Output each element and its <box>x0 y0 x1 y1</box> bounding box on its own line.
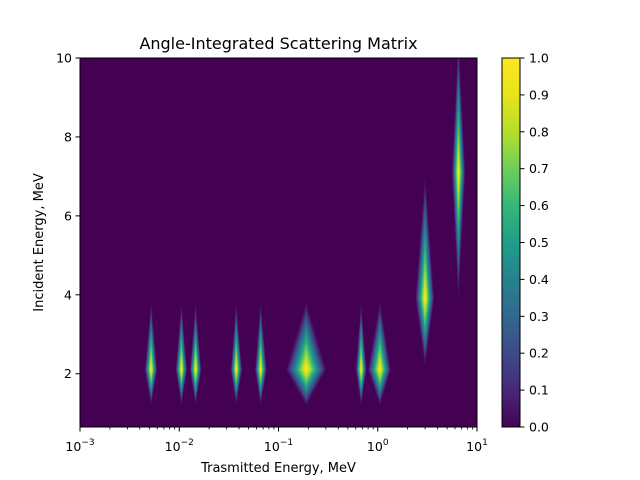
x-axis-label: Trasmitted Energy, MeV <box>200 461 356 476</box>
x-axis: 10−3 10−2 10−1 100 101 <box>65 427 488 454</box>
heatmap-peak <box>286 302 326 406</box>
chart-title: Angle-Integrated Scattering Matrix <box>139 34 417 53</box>
heatmap-peak <box>415 176 435 366</box>
heatmap-peak <box>255 302 267 406</box>
colorbar-tick-label: 0.8 <box>529 124 549 139</box>
heatmap-peak <box>368 302 391 406</box>
colorbar-tick-label: 0.1 <box>529 383 549 398</box>
heatmap-peak <box>355 302 367 406</box>
y-tick-label: 6 <box>64 208 72 223</box>
y-axis: 2 4 6 8 10 <box>56 51 80 381</box>
heatmap-contour <box>235 363 237 374</box>
y-axis-label: Incident Energy, MeV <box>32 173 47 312</box>
heatmap-contour <box>260 363 262 374</box>
x-tick-label: 10−2 <box>165 438 194 454</box>
y-tick-label: 8 <box>64 129 72 144</box>
heatmap-contour <box>195 363 197 374</box>
x-tick-label: 100 <box>367 438 389 454</box>
y-tick-label: 4 <box>64 287 72 302</box>
heatmap-contour <box>457 159 460 186</box>
heatmap-contour <box>150 363 152 374</box>
heatmap-contour <box>424 286 426 306</box>
heatmap-contour <box>360 363 362 374</box>
colorbar-tick-label: 0.0 <box>529 420 549 435</box>
colorbar-tick-label: 0.5 <box>529 235 549 250</box>
heatmap-peak <box>144 302 158 406</box>
colorbar-axis: 0.0 0.1 0.2 0.3 0.4 0.5 0.6 0.7 0.8 0.9 1.0 <box>520 51 549 435</box>
x-tick-label: 101 <box>466 438 488 454</box>
y-tick-label: 10 <box>56 51 72 66</box>
colorbar-tick-label: 0.9 <box>529 87 549 102</box>
colorbar-tick-label: 0.4 <box>529 272 549 287</box>
heatmap-contour <box>180 363 182 374</box>
colorbar <box>501 57 521 428</box>
colorbar-tick-label: 1.0 <box>529 51 549 66</box>
colorbar-tick-label: 0.3 <box>529 309 549 324</box>
heatmap-contour <box>378 363 381 374</box>
heatmap-peak <box>230 302 243 406</box>
x-tick-label: 10−3 <box>65 438 94 454</box>
plot-background <box>80 58 477 427</box>
heatmap-peak <box>175 302 188 406</box>
x-tick-label: 10−1 <box>264 438 293 454</box>
y-tick-label: 2 <box>64 366 72 381</box>
heatmap-contour <box>304 363 309 374</box>
colorbar-tick-label: 0.2 <box>529 346 549 361</box>
colorbar-tick-label: 0.7 <box>529 161 549 176</box>
colorbar-tick-label: 0.6 <box>529 198 549 213</box>
heatmap-cells <box>144 58 466 406</box>
heatmap-peak <box>189 302 202 406</box>
heatmap-peak <box>452 58 466 299</box>
